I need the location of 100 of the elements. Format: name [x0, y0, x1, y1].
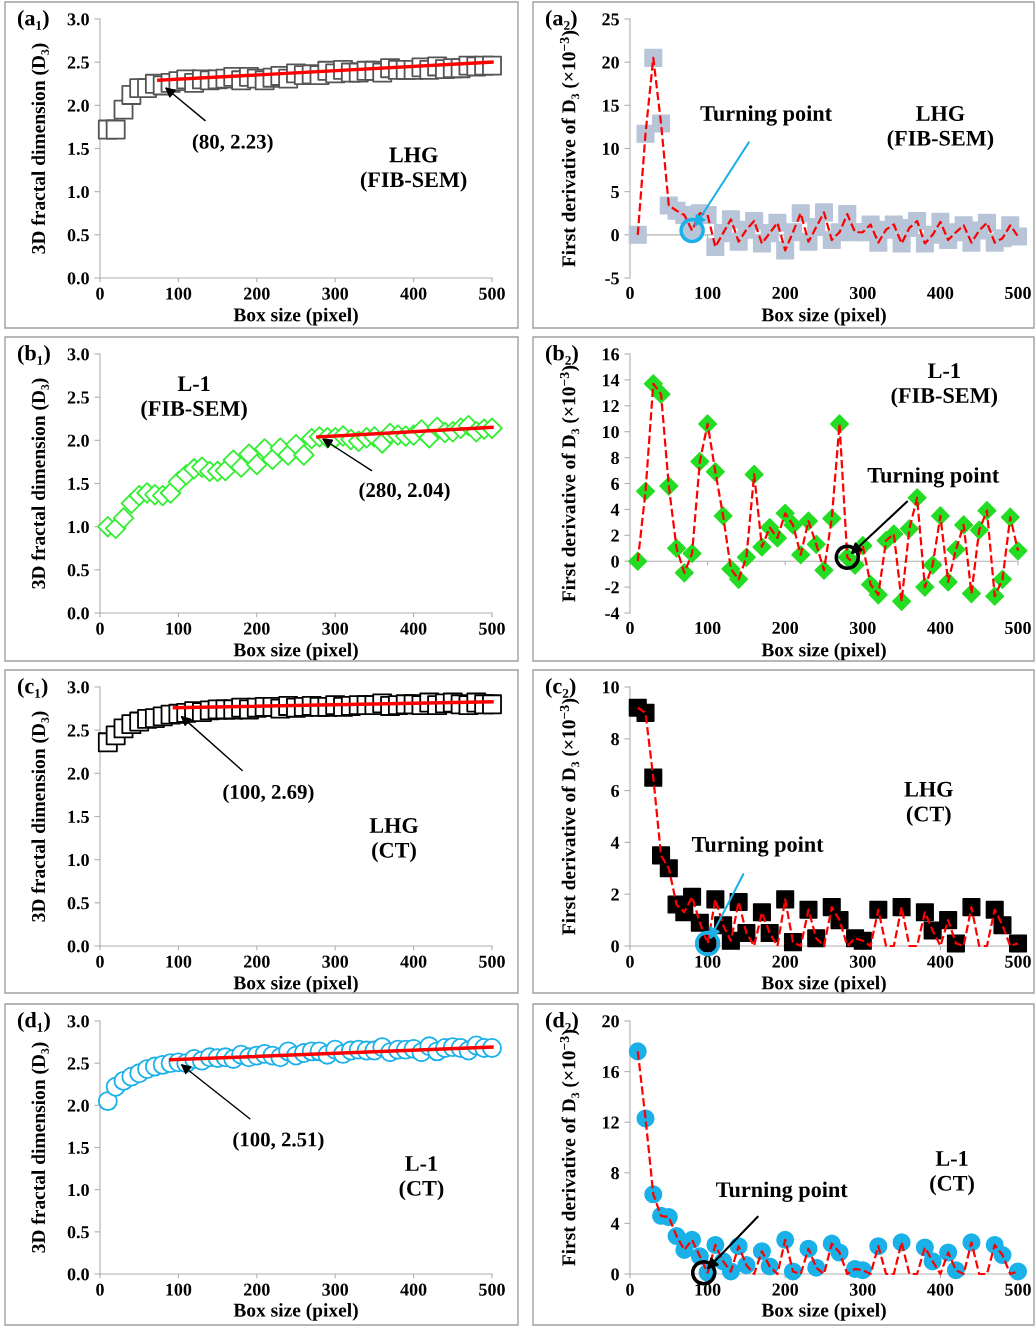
chart-title: (a₁) — [17, 9, 49, 31]
y-tick-label: 0.0 — [67, 272, 89, 285]
y-tick-label: 16 — [602, 348, 620, 361]
y-tick-label: 1.0 — [68, 520, 89, 534]
x-tick-label: 500 — [479, 287, 505, 300]
x-tick-label: 0 — [96, 1283, 104, 1296]
chart-title: (c₁) — [17, 677, 48, 699]
point — [838, 205, 857, 224]
y-tick-label: 1.5 — [68, 142, 89, 156]
y-axis-title: First derivative of D₃ (×10$^{−3}$) — [559, 30, 580, 267]
x-tick-label: 400 — [927, 286, 954, 300]
y-tick-label: 8 — [611, 733, 619, 746]
y-tick-label: 2.0 — [67, 99, 89, 112]
point — [659, 859, 678, 878]
x-axis-title: Box size (pixel) — [233, 975, 358, 994]
x-tick-label: 400 — [927, 621, 954, 635]
point — [1008, 934, 1028, 953]
y-tick-label: 0 — [611, 555, 619, 568]
x-axis-title: Box size (pixel) — [233, 642, 358, 661]
point — [1008, 1262, 1028, 1281]
x-tick-label: 200 — [244, 287, 270, 300]
point — [644, 48, 663, 67]
x-tick-label: 400 — [927, 1283, 954, 1296]
y-tick-label: 0.5 — [67, 229, 89, 242]
x-tick-label: 400 — [400, 955, 427, 968]
x-axis-title: Box size (pixel) — [761, 1303, 886, 1321]
y-tick-label: 6 — [611, 784, 620, 798]
y-tick-label: -4 — [605, 607, 620, 620]
x-tick-label: 0 — [96, 955, 104, 968]
y-tick-label: 3.0 — [67, 681, 89, 694]
y-tick-label: 12 — [602, 1116, 619, 1129]
x-tick-label: 500 — [1005, 955, 1031, 968]
x-tick-label: 400 — [400, 1283, 427, 1296]
annotation: LHG (FIB-SEM) — [360, 147, 467, 192]
y-tick-label: 10 — [602, 142, 619, 155]
y-axis-title: First derivative of D₃ (×10$^{−3}$) — [559, 698, 580, 935]
y-tick-label: -5 — [605, 272, 619, 285]
y-tick-label: 2.0 — [67, 1099, 89, 1112]
y-tick-label: 2.5 — [67, 391, 89, 404]
point — [97, 1091, 118, 1112]
chart-title: (c₂) — [545, 677, 576, 699]
x-tick-label: 300 — [322, 622, 349, 635]
point — [690, 913, 709, 932]
chart-title: (b₁) — [17, 344, 50, 366]
point — [776, 241, 795, 260]
point — [628, 225, 647, 244]
x-tick-label: 200 — [772, 955, 799, 968]
x-tick-label: 200 — [244, 1283, 270, 1296]
y-tick-label: 8 — [611, 1167, 619, 1180]
x-tick-label: 0 — [626, 1283, 634, 1296]
x-tick-label: 0 — [626, 286, 634, 300]
x-tick-label: 400 — [927, 955, 954, 968]
y-tick-label: 1.0 — [68, 853, 89, 867]
y-tick-label: 5 — [611, 186, 619, 199]
chart-title: (a₂) — [545, 9, 577, 31]
annotation: L-1 (FIB-SEM) — [141, 376, 247, 421]
x-tick-label: 100 — [166, 955, 192, 968]
y-tick-label: 1.5 — [68, 810, 89, 824]
y-tick-label: 0.5 — [67, 1226, 89, 1239]
annotation: (80, 2.23) — [192, 134, 273, 153]
point — [628, 1042, 647, 1061]
x-tick-label: 500 — [1005, 1283, 1031, 1296]
y-tick-label: 12 — [602, 400, 619, 413]
annotation: (100, 2.69) — [223, 784, 314, 804]
x-axis-title: Box size (pixel) — [233, 307, 358, 326]
y-tick-label: 2.5 — [67, 1057, 89, 1070]
x-axis-title: Box size (pixel) — [233, 1303, 358, 1321]
y-tick-label: -2 — [605, 581, 619, 594]
point — [869, 900, 888, 919]
y-tick-label: 3.0 — [67, 13, 89, 26]
point — [644, 768, 663, 787]
y-tick-label: 25 — [602, 13, 619, 26]
y-tick-label: 0 — [611, 940, 619, 953]
x-axis-title: Box size (pixel) — [761, 307, 886, 326]
y-axis-title: 3D fractal dimension (D₃) — [31, 711, 50, 922]
y-tick-label: 3.0 — [67, 1015, 89, 1028]
annotation: L-1 (FIB-SEM) — [891, 363, 997, 408]
x-axis-title: Box size (pixel) — [761, 642, 886, 661]
annotation: Turning point — [691, 836, 824, 857]
point — [706, 1235, 725, 1254]
annotation: LHG (CT) — [904, 781, 953, 827]
y-tick-label: 6 — [611, 477, 620, 490]
x-tick-label: 100 — [695, 286, 721, 300]
x-tick-label: 300 — [322, 955, 349, 968]
y-tick-label: 1.0 — [68, 185, 89, 199]
annotation: L-1 (CT) — [930, 1151, 974, 1196]
x-tick-label: 300 — [849, 955, 876, 968]
y-axis-title: 3D fractal dimension (D₃) — [31, 1042, 50, 1253]
x-tick-label: 500 — [479, 1283, 505, 1296]
x-tick-label: 300 — [849, 621, 876, 635]
x-tick-label: 0 — [96, 622, 104, 635]
y-tick-label: 0.0 — [67, 607, 89, 620]
y-tick-label: 0.5 — [67, 897, 89, 910]
point — [962, 898, 981, 917]
y-axis-title: First derivative of D₃ (×10$^{−3}$) — [559, 365, 580, 602]
x-tick-label: 100 — [166, 287, 192, 300]
y-tick-label: 4 — [610, 503, 620, 516]
annotation: L-1 (CT) — [399, 1156, 444, 1201]
y-tick-label: 4 — [610, 1217, 620, 1230]
annotation: (100, 2.51) — [233, 1131, 324, 1151]
